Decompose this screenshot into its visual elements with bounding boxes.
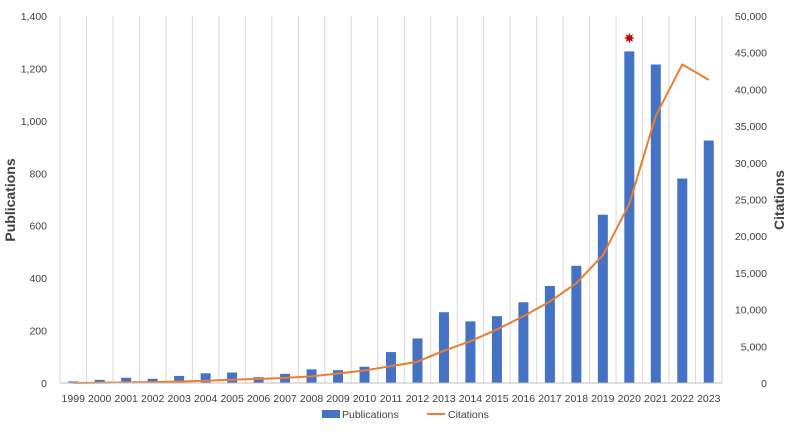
x-tick-label: 2015 bbox=[485, 393, 509, 405]
publications-bars bbox=[68, 51, 714, 384]
y-tick-label: 1,400 bbox=[21, 11, 47, 23]
bar-publications-2019 bbox=[597, 214, 608, 383]
highlight-marker bbox=[623, 32, 635, 44]
y-tick-label: 1,000 bbox=[21, 116, 47, 128]
legend-publications-swatch bbox=[322, 410, 340, 418]
bar-publications-2018 bbox=[571, 265, 582, 383]
bar-publications-2005 bbox=[227, 372, 238, 383]
bar-publications-2023 bbox=[703, 140, 714, 383]
y2-tick-label: 30,000 bbox=[735, 158, 767, 170]
x-tick-label: 2019 bbox=[591, 393, 615, 405]
bar-publications-2020 bbox=[624, 51, 635, 384]
x-tick-label: 2005 bbox=[220, 393, 244, 405]
y2-tick-labels: 0 5,000 10,000 15,000 20,000 25,000 30,000 35,0… bbox=[735, 11, 767, 390]
x-tick-label: 2014 bbox=[459, 393, 483, 405]
bar-publications-2003 bbox=[174, 375, 185, 383]
bar-publications-2015 bbox=[491, 316, 502, 383]
bar-publications-2010 bbox=[359, 366, 370, 383]
x-tick-label: 1999 bbox=[62, 393, 86, 405]
x-tick-label: 2006 bbox=[247, 393, 271, 405]
x-tick-label: 2010 bbox=[353, 393, 377, 405]
citations-line bbox=[73, 63, 710, 384]
x-tick-label: 2001 bbox=[115, 393, 139, 405]
bar-publications-2006 bbox=[253, 377, 264, 383]
y-tick-label: 800 bbox=[29, 168, 47, 180]
bar-publications-2022 bbox=[677, 178, 688, 383]
x-tick-label: 2000 bbox=[88, 393, 112, 405]
y2-tick-label: 5,000 bbox=[741, 341, 767, 353]
y-tick-label: 600 bbox=[29, 221, 47, 233]
bar-publications-2009 bbox=[333, 370, 344, 383]
y2-tick-label: 40,000 bbox=[735, 84, 767, 96]
y2-tick-label: 10,000 bbox=[735, 305, 767, 317]
y2-tick-label: 15,000 bbox=[735, 268, 767, 280]
y-tick-labels: 0 200 400 600 800 1,000 1,200 1,400 bbox=[21, 11, 47, 390]
x-tick-label: 2021 bbox=[644, 393, 668, 405]
y2-tick-label: 45,000 bbox=[735, 48, 767, 60]
x-tick-labels: 1999 2000 2001 2002 2003 2004 2005 2006 2007 2008… bbox=[62, 393, 721, 405]
x-tick-label: 2009 bbox=[326, 393, 350, 405]
grid-lines bbox=[59, 16, 723, 383]
y2-tick-label: 0 bbox=[761, 378, 767, 390]
legend: Publications Citations bbox=[322, 409, 489, 421]
x-tick-label: 2012 bbox=[406, 393, 430, 405]
x-tick-label: 2004 bbox=[194, 393, 218, 405]
x-tick-label: 2016 bbox=[512, 393, 536, 405]
x-tick-label: 2007 bbox=[273, 393, 297, 405]
y-axis-title: Publications bbox=[2, 158, 18, 241]
bar-publications-2013 bbox=[438, 312, 449, 383]
y2-tick-label: 35,000 bbox=[735, 121, 767, 133]
x-tick-label: 2003 bbox=[167, 393, 191, 405]
y2-axis-title: Citations bbox=[771, 170, 787, 230]
bar-publications-2011 bbox=[386, 352, 396, 383]
x-tick-label: 2002 bbox=[141, 393, 165, 405]
bar-publications-2001 bbox=[121, 377, 132, 383]
y2-tick-label: 20,000 bbox=[735, 231, 767, 243]
y-tick-label: 400 bbox=[29, 273, 47, 285]
y-tick-label: 1,200 bbox=[21, 63, 47, 75]
x-tick-label: 2018 bbox=[565, 393, 589, 405]
bar-publications-2002 bbox=[147, 378, 158, 383]
x-tick-label: 2020 bbox=[618, 393, 642, 405]
bar-publications-2000 bbox=[94, 379, 105, 383]
star-icon bbox=[623, 32, 635, 44]
y2-tick-label: 25,000 bbox=[735, 195, 767, 207]
line-citations bbox=[73, 63, 710, 384]
x-tick-label: 2022 bbox=[671, 393, 695, 405]
x-tick-label: 2013 bbox=[432, 393, 456, 405]
x-tick-label: 2023 bbox=[697, 393, 721, 405]
y-tick-label: 0 bbox=[41, 378, 47, 390]
bar-publications-2004 bbox=[200, 373, 211, 383]
bar-publications-2021 bbox=[650, 64, 661, 383]
legend-citations-label: Citations bbox=[448, 409, 489, 421]
y2-tick-label: 50,000 bbox=[735, 11, 767, 23]
x-tick-label: 2011 bbox=[380, 393, 403, 405]
x-tick-label: 2008 bbox=[300, 393, 324, 405]
y-tick-label: 200 bbox=[29, 326, 47, 338]
bar-publications-2014 bbox=[465, 321, 476, 383]
bar-publications-2016 bbox=[518, 302, 529, 383]
legend-publications-label: Publications bbox=[342, 409, 399, 421]
x-tick-label: 2017 bbox=[538, 393, 562, 405]
bar-publications-2017 bbox=[544, 286, 555, 383]
